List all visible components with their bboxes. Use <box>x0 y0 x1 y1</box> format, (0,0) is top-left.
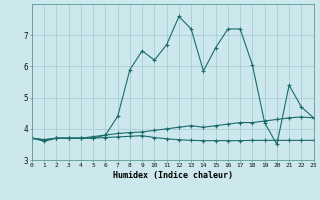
X-axis label: Humidex (Indice chaleur): Humidex (Indice chaleur) <box>113 171 233 180</box>
